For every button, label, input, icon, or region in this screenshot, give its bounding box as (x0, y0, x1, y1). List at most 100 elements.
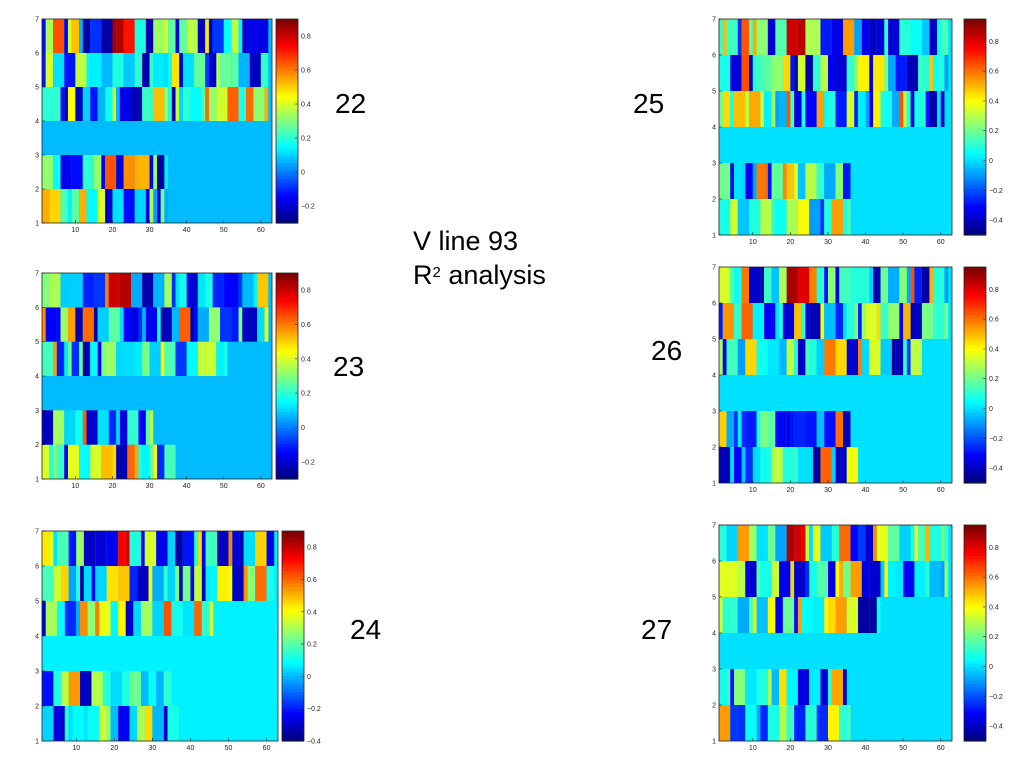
heatmap-cell (805, 55, 813, 91)
heatmap-cell (835, 267, 840, 303)
heatmap-cell (921, 267, 930, 303)
x-tick-label: 10 (71, 483, 79, 490)
y-tick-label: 3 (712, 667, 716, 674)
heatmap-cell (873, 55, 885, 91)
heatmap-cell (164, 53, 169, 87)
heatmap-cell (805, 163, 817, 199)
heatmap-cell (858, 339, 862, 375)
colorbar-tick-label: 0.8 (301, 288, 311, 295)
colorbar-tick-label: −0.4 (989, 466, 1003, 473)
heatmap-cell (238, 273, 243, 308)
heatmap-cell (749, 55, 753, 91)
heatmap-cell (816, 267, 825, 303)
heatmap-cell (105, 155, 117, 189)
heatmap-cell (869, 19, 877, 55)
colorbar-segment (276, 203, 298, 208)
heatmap-cell (719, 55, 731, 91)
heatmap-cell (722, 339, 727, 375)
heatmap-cell (179, 87, 183, 121)
heatmap-cell (929, 267, 934, 303)
heatmap-cell (93, 155, 102, 189)
colorbar-tick-label: 0.8 (989, 287, 999, 294)
colorbar-tick-label: 0.2 (307, 642, 317, 649)
y-tick-label: 7 (712, 17, 716, 24)
heatmap-cell (940, 525, 945, 561)
panel-label-24: 24 (350, 614, 382, 645)
heatmap-cell (118, 706, 130, 741)
heatmap-cell (71, 341, 80, 376)
colorbar-segment (282, 544, 304, 549)
heatmap-cell (895, 561, 904, 597)
heatmap-cell (228, 566, 233, 601)
y-tick-label: 4 (712, 125, 716, 132)
colorbar-segment (964, 290, 986, 295)
colorbar-segment (276, 311, 298, 316)
heatmap-cell (112, 189, 124, 223)
heatmap-cell (242, 87, 247, 121)
colorbar-segment (276, 98, 298, 103)
colorbar-segment (964, 531, 986, 536)
heatmap-cell (888, 55, 896, 91)
heatmap-cell (824, 267, 828, 303)
colorbar-tick-label: −0.2 (301, 204, 315, 211)
heatmap-cell (208, 307, 221, 342)
heatmap-cell (91, 671, 103, 706)
heatmap-cell (68, 531, 77, 566)
heatmap-cell (61, 671, 69, 706)
colorbar-segment (964, 589, 986, 594)
heatmap-cell (119, 410, 128, 445)
colorbar-segment (282, 619, 304, 624)
colorbar-segment (964, 381, 986, 386)
colorbar-segment (964, 49, 986, 54)
heatmap-cell (925, 561, 930, 597)
heatmap-cell (157, 155, 165, 189)
heatmap-cell (167, 531, 176, 566)
heatmap-cell (756, 669, 761, 705)
heatmap-cell (83, 706, 88, 741)
heatmap-cell (809, 447, 813, 483)
heatmap-cell (64, 444, 68, 479)
colorbar-segment (282, 665, 304, 670)
colorbar-segment (964, 113, 986, 118)
heatmap-cell (53, 531, 58, 566)
heatmap-cell (891, 339, 896, 375)
colorbar-segment (964, 160, 986, 165)
heatmap-cell (767, 339, 780, 375)
heatmap-cell (779, 669, 787, 705)
heatmap-cell (760, 199, 772, 235)
heatmap-cell (812, 55, 821, 91)
colorbar-segment (276, 175, 298, 179)
heatmap-cell (205, 19, 209, 53)
heatmap-panel-26: 10 20 30 40 50 60 1 2 3 4 5 6 7 0.8 0.6 0.4 0.2 0 −0.2 −0.4 (705, 262, 1024, 502)
y-tick-label: 2 (35, 442, 39, 449)
colorbar-segment (276, 184, 298, 189)
heatmap-cell (76, 566, 81, 601)
heatmap-cell (190, 307, 195, 342)
heatmap-cell (95, 531, 107, 566)
heatmap-cell (209, 601, 214, 636)
colorbar-segment (964, 568, 986, 573)
heatmap-svg: 10 20 30 40 50 60 1 2 3 4 5 6 7 0.8 0.6 0.4 0.2 0 −0.2 (35, 271, 315, 491)
heatmap-cell (726, 669, 731, 705)
colorbar-segment (276, 475, 298, 480)
heatmap-cell (741, 163, 746, 199)
colorbar-segment (964, 562, 986, 567)
colorbar-segment (964, 415, 986, 420)
colorbar-segment (964, 575, 986, 580)
heatmap-cell (64, 53, 76, 87)
heatmap-panel-22: 10 20 30 40 50 60 1 2 3 4 5 6 7 0.8 0.6 0.4 0.2 0 −0.2 (28, 14, 338, 242)
colorbar-segment (276, 162, 298, 167)
heatmap-cell (734, 669, 746, 705)
colorbar-tick-label: 0 (989, 664, 993, 671)
heatmap-cell (53, 671, 62, 706)
colorbar-segment (964, 592, 986, 597)
heatmap-cell (53, 53, 65, 87)
heatmap-cell (764, 55, 772, 91)
heatmap-cell (243, 566, 248, 601)
heatmap-cell (858, 303, 862, 339)
colorbar-segment (964, 103, 986, 108)
heatmap-cell (918, 525, 926, 561)
y-tick-label: 7 (712, 265, 716, 272)
colorbar-segment (276, 136, 298, 141)
heatmap-cell (53, 566, 62, 601)
